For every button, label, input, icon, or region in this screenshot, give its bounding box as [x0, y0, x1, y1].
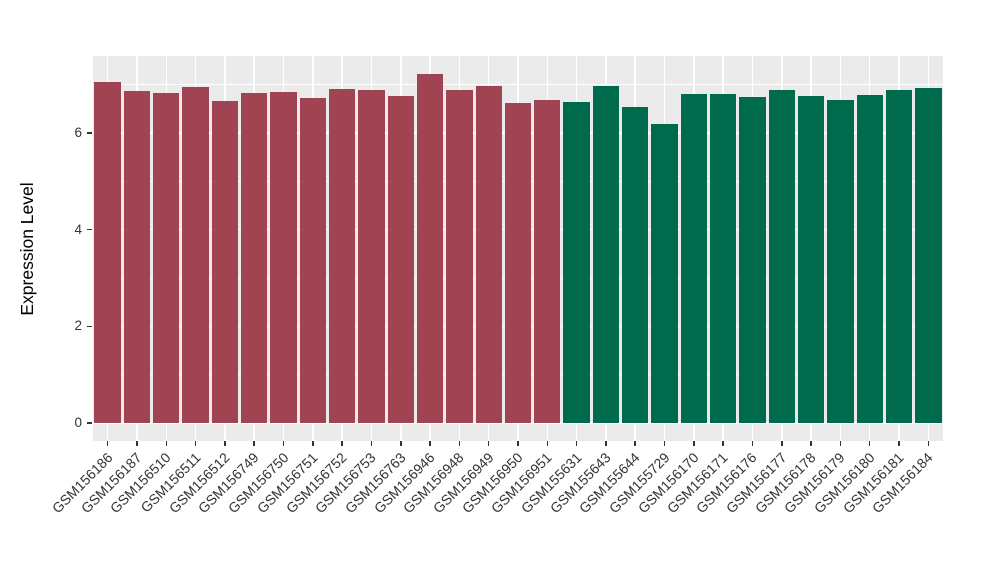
bar-GSM156751	[299, 98, 326, 423]
bar-GSM156511	[182, 87, 209, 423]
bar-GSM156170	[680, 93, 708, 423]
x-tick-mark	[751, 441, 754, 446]
y-tick-mark	[87, 132, 92, 134]
x-tick-mark	[693, 441, 695, 446]
x-tick-mark	[194, 441, 197, 446]
x-tick-mark	[517, 441, 519, 446]
bar-GSM155644	[622, 106, 649, 423]
x-tick-mark	[839, 441, 842, 446]
x-tick-mark	[781, 441, 783, 446]
bar-GSM156763	[387, 95, 414, 423]
bar-GSM156749	[241, 93, 268, 423]
x-tick-mark	[634, 441, 636, 446]
bar-GSM156753	[358, 90, 385, 423]
bar-GSM156179	[827, 99, 854, 423]
x-tick-mark	[370, 441, 373, 446]
x-tick-mark	[575, 441, 578, 446]
y-axis-title: Expression Level	[17, 182, 37, 316]
bar-GSM156180	[856, 95, 883, 423]
bar-GSM156512	[211, 101, 239, 423]
y-tick-mark	[87, 422, 92, 424]
x-tick-mark	[429, 441, 431, 446]
y-tick-label: 2	[74, 318, 82, 334]
bar-GSM156177	[768, 90, 795, 423]
x-tick-mark	[341, 441, 343, 446]
bar-GSM156181	[885, 90, 913, 423]
x-tick-mark	[868, 441, 871, 446]
x-tick-mark	[927, 441, 930, 446]
bar-GSM156750	[270, 91, 297, 423]
bar-GSM156752	[328, 88, 356, 423]
y-tick-label: 0	[74, 415, 82, 430]
bar-GSM156171	[709, 94, 737, 423]
bar-GSM155631	[563, 101, 590, 423]
x-tick-mark	[400, 441, 402, 446]
x-tick-mark	[106, 441, 109, 446]
bar-GSM155643	[592, 86, 620, 423]
bar-GSM156176	[739, 97, 766, 423]
x-tick-mark	[605, 441, 607, 446]
x-tick-mark	[253, 441, 255, 446]
bar-GSM155729	[651, 123, 678, 423]
x-tick-mark	[546, 441, 549, 446]
bar-GSM156951	[534, 99, 561, 423]
x-tick-mark	[312, 441, 314, 446]
bar-GSM156187	[123, 90, 151, 423]
bar-GSM156949	[475, 86, 502, 423]
x-tick-mark	[165, 441, 168, 446]
bar-GSM156510	[153, 92, 180, 423]
bar-GSM156186	[94, 81, 121, 423]
x-tick-mark	[136, 441, 138, 446]
y-tick-mark	[87, 325, 92, 328]
bar-GSM156178	[797, 96, 825, 423]
bar-GSM156950	[504, 103, 532, 423]
y-tick-label: 6	[74, 125, 82, 141]
bar-GSM156184	[915, 88, 942, 423]
x-tick-mark	[722, 441, 724, 446]
y-tick-label: 4	[74, 221, 82, 237]
x-tick-mark	[282, 441, 285, 446]
y-tick-mark	[87, 228, 92, 231]
bar-GSM156946	[416, 74, 444, 423]
bar-GSM156948	[446, 89, 473, 423]
x-tick-mark	[810, 441, 812, 446]
x-tick-mark	[663, 441, 666, 446]
x-tick-mark	[458, 441, 461, 446]
x-tick-mark	[898, 441, 900, 446]
x-tick-mark	[224, 441, 226, 446]
plot-panel	[93, 56, 943, 441]
x-tick-mark	[487, 441, 490, 446]
